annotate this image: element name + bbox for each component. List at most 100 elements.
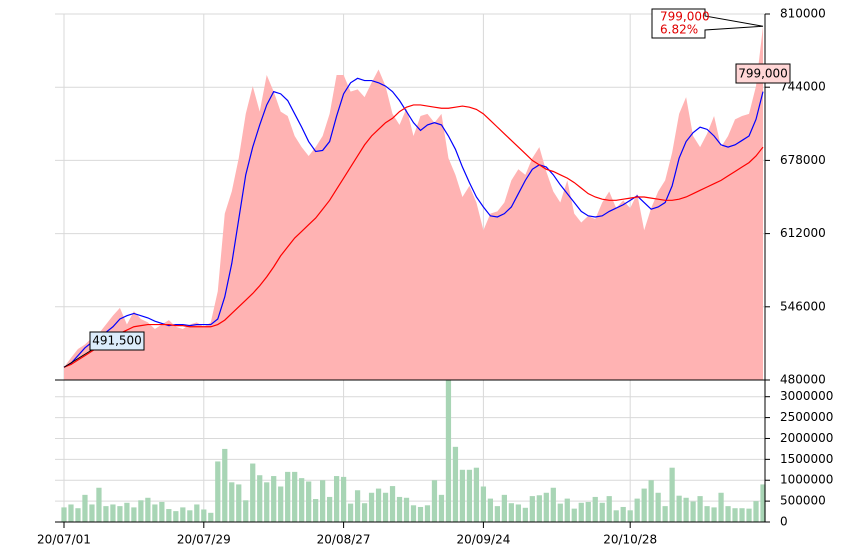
volume-bar [592,496,598,522]
volume-bar [690,501,696,522]
volume-bar [382,492,389,522]
volume-bar [194,504,200,522]
volume-bar [515,504,521,522]
volume-bar [557,503,563,522]
y-tick-label: 546000 [780,299,826,313]
volume-bar [340,476,347,522]
volume-bar [173,511,179,522]
x-tick-label: 20/09/24 [456,533,510,547]
volume-bar [739,508,745,522]
volume-bar [299,478,305,522]
x-tick-label: 20/08/27 [317,533,371,547]
volume-bar [550,487,556,522]
volume-bar [271,476,277,522]
volume-bar [662,506,668,522]
volume-bar [306,481,312,522]
y2-tick-label: 0 [780,515,788,529]
volume-bar [68,504,74,522]
volume-bar [124,502,130,522]
volume-bar [606,496,612,522]
volume-bar [669,467,675,522]
volume-bar [201,509,207,522]
last-label: 799,000 [738,67,788,81]
volume-bar [320,480,326,522]
volume-bar [145,497,151,522]
volume-bar [389,486,396,522]
volume-bar [585,501,591,522]
volume-bar [222,448,228,522]
volume-bar [746,508,752,522]
volume-bar [620,506,626,522]
change-box [651,8,764,39]
volume-bar [166,509,172,522]
volume-bar [313,499,319,522]
volume-bar [264,482,270,522]
volume-bar [438,494,445,522]
volume-bar [627,510,633,522]
volume-bar [522,507,528,522]
volume-bar [725,506,731,522]
volume-bar [159,501,165,522]
volume-bar [599,502,605,522]
volume-bar [250,463,256,522]
volume-bar [292,471,298,522]
volume-bar [96,487,102,522]
volume-bar [229,482,235,522]
low-label-box [89,331,145,351]
low-label: 491,500 [92,334,142,348]
volume-bar [655,492,661,522]
volume-bar [410,505,417,522]
volume-bar [648,480,654,522]
volume-bar [326,496,333,522]
y-tick-label: 480000 [780,373,826,387]
volume-bar [494,506,501,522]
y-tick-label: 810000 [780,7,826,21]
volume-bar [634,498,640,522]
y2-tick-label: 1500000 [780,452,833,466]
volume-bar [508,503,514,522]
y-tick-label: 744000 [780,80,826,94]
price-area [64,26,763,380]
volume-bar [208,512,214,522]
volume-bar [89,504,95,522]
volume-bar [103,506,109,522]
moving-average-line [63,104,764,368]
volume-bar [361,503,368,522]
volume-bar [431,480,438,522]
volume-bar [732,508,738,522]
volume-bar [753,501,759,522]
volume-bar [466,469,473,522]
volume-bar [529,496,535,522]
volume-bar [543,492,549,522]
x-tick-label: 20/07/29 [177,533,231,547]
change-price: 799,000 [660,10,710,24]
volume-bar [711,507,717,522]
volume-bar [459,469,466,522]
x-tick-label: 20/10/28 [603,533,657,547]
y2-tick-label: 1000000 [780,473,833,487]
volume-bar [417,506,424,522]
volume-bar [396,496,403,522]
volume-bar [61,507,67,522]
volume-bar [75,508,81,522]
volume-bar [536,495,542,522]
volume-bar [117,506,123,522]
y-tick-label: 678000 [780,153,826,167]
y2-tick-label: 2000000 [780,431,833,445]
volume-bar [564,498,570,522]
volume-bar [368,492,375,522]
callout-line [63,347,96,368]
volume-bar [501,494,507,522]
volume-bar [354,490,361,522]
y2-tick-label: 500000 [780,494,826,508]
volume-bar [718,492,724,522]
volume-bar [641,488,647,522]
volume-bar [571,508,577,522]
volume-bar [683,497,689,522]
volume-bar [110,504,116,522]
y2-tick-label: 3000000 [780,389,833,403]
volume-bar [131,507,137,522]
volume-bar [138,500,144,522]
volume-bar [452,446,459,522]
